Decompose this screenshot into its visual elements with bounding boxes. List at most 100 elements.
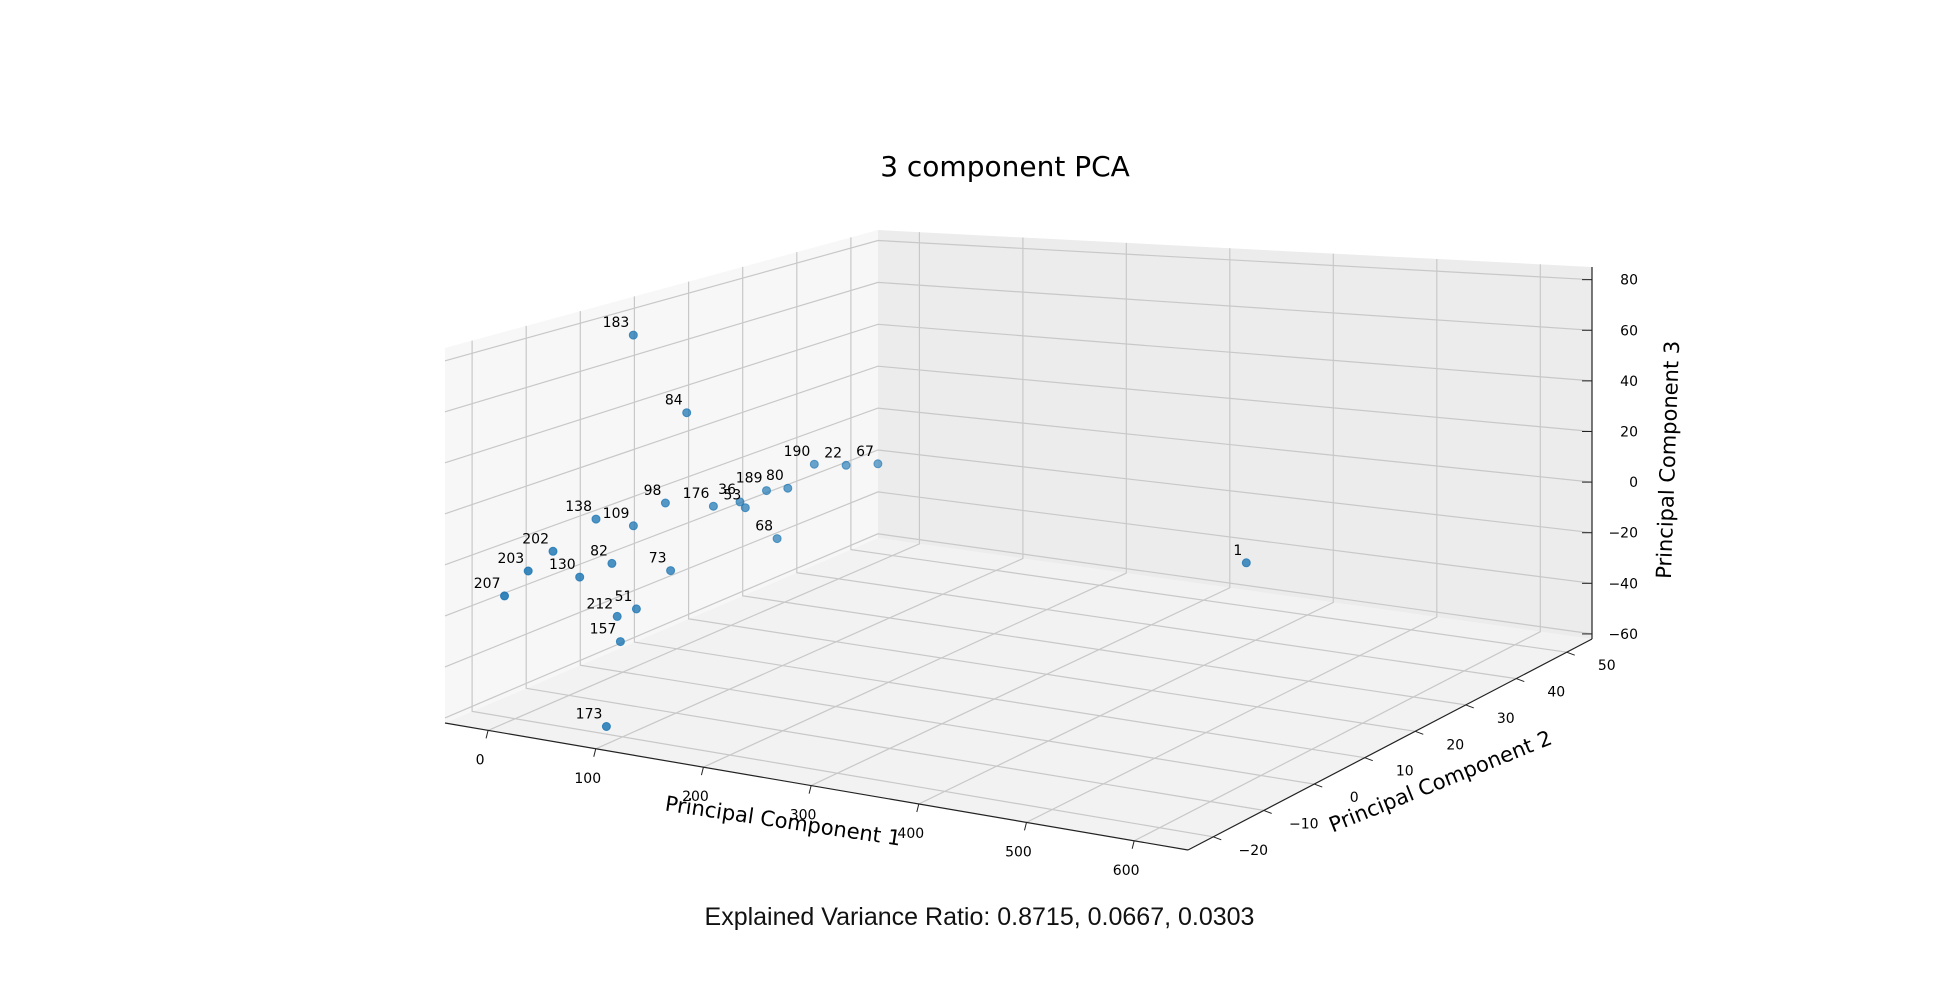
z-grid-line [444,491,1593,668]
y-tick-label: 40 [1547,685,1565,701]
z-tick-label: 80 [1620,273,1638,289]
point-label: 189 [736,471,763,487]
point-label: 202 [522,531,549,547]
data-point [772,534,782,544]
z-axis-label: Principal Component 3 [1652,340,1684,579]
y-tick-mark [1213,836,1222,841]
y-tick-label: 10 [1396,764,1414,780]
y-grid-line [742,266,1466,706]
point-label: 157 [590,622,617,638]
x-grid-line [1133,264,1541,842]
data-point [612,611,622,621]
point-label: 80 [766,468,784,484]
z-grid-line [444,365,1593,515]
z-grid-line [444,407,1593,566]
x-grid-line [703,242,1127,768]
x-tick-mark [593,748,597,757]
y-tick-label: −20 [1238,843,1268,859]
y-tick-mark [1263,809,1272,814]
point-label: 173 [576,707,603,723]
data-point [1241,558,1251,568]
data-point [708,501,718,511]
data-point [601,722,611,731]
x-tick-mark [1131,840,1135,849]
data-point [500,591,509,601]
grid-lines [444,232,1593,842]
data-point [841,460,851,470]
data-point [740,503,750,513]
data-point [873,459,883,469]
data-point [660,498,670,508]
point-label: 84 [665,393,683,409]
y-grid-line [796,252,1517,680]
x-tick-mark [1023,822,1027,831]
x-grid-line [595,237,1024,750]
y-tick-mark [1566,651,1575,656]
data-point [615,637,625,647]
y-grid-line [850,237,1567,653]
data-point [591,514,601,524]
x-axis-line [444,722,1189,851]
z-grid-line [444,533,1593,719]
y-grid-line [471,340,1214,838]
data-point [682,408,692,418]
point-label: 36 [718,482,736,498]
y-tick-label: 50 [1598,658,1616,674]
point-label: 67 [856,444,874,460]
point-labels: 183 84 190 22 67 189 80 53 98 176 36 68 138 109 73 82 20… [474,315,1243,722]
y-axis-line [1187,638,1593,851]
point-label: 212 [586,596,613,612]
point-label: 51 [615,589,633,605]
point-label: 73 [649,551,667,567]
point-label: 1 [1233,543,1242,559]
x-axis-label: Principal Component 1 [664,792,903,851]
point-label: 53 [723,488,741,504]
z-tick-label: 0 [1629,475,1638,491]
point-label: 68 [755,519,773,535]
z-tick-label: −20 [1608,526,1638,542]
z-tick-label: 60 [1620,323,1638,339]
z-grid-line [444,239,1593,362]
point-label: 176 [683,486,710,502]
left-pane [445,230,878,723]
data-point [809,459,819,469]
data-point [575,572,585,582]
x-tick-label: 400 [897,826,924,842]
z-tick-label: 20 [1620,424,1638,440]
data-point [666,566,676,576]
chart-title: 3 component PCA [880,150,1130,183]
y-grid-line [579,311,1315,785]
z-grid-line [444,281,1593,413]
point-label: 109 [603,506,630,522]
y-tick-mark [1465,704,1474,709]
point-label: 130 [549,557,576,573]
explained-variance-caption: Explained Variance Ratio: 0.8715, 0.0667… [704,903,1255,931]
point-label: 190 [784,444,811,460]
x-tick-mark [485,730,489,739]
x-tick-label: 300 [790,808,817,824]
y-tick-mark [1364,757,1373,762]
y-grid-line [687,281,1416,732]
x-grid-line [487,232,921,731]
x-tick-label: 600 [1113,863,1140,879]
point-label: 183 [603,315,630,331]
y-tick-mark [1314,783,1323,788]
x-tick-mark [700,767,704,776]
point-label: 82 [590,543,608,559]
data-point [783,483,793,493]
y-tick-mark [1415,730,1424,735]
z-tick-label: −40 [1608,576,1638,592]
y-tick-label: −10 [1289,816,1319,832]
data-point [523,566,533,576]
tick-labels: 0100200300400500600−20−1001020304050−60−… [476,273,1638,879]
y-tick-label: 0 [1350,790,1359,806]
point-label: 203 [497,551,524,567]
z-grid-line [444,449,1593,617]
data-point [628,521,638,531]
y-tick-label: 20 [1446,737,1464,753]
point-label: 22 [824,445,842,461]
x-tick-mark [916,803,920,813]
data-point [548,546,558,556]
x-tick-label: 500 [1005,844,1032,860]
x-tick-label: 200 [682,789,709,805]
